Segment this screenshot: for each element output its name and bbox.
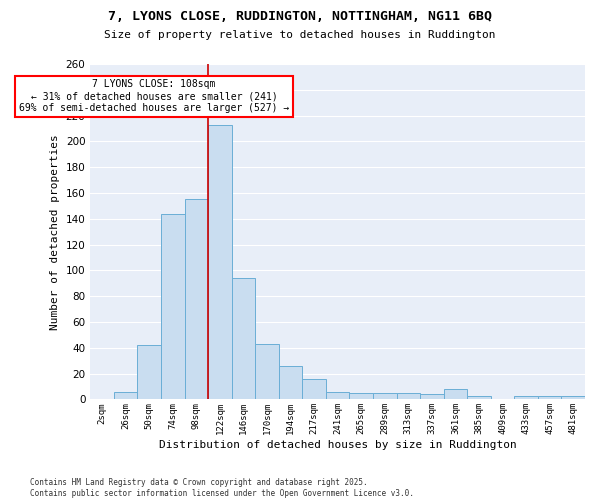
Y-axis label: Number of detached properties: Number of detached properties	[50, 134, 60, 330]
Bar	[185, 200, 208, 400]
Bar	[562, 396, 585, 400]
Bar	[255, 344, 279, 400]
Bar	[208, 124, 232, 400]
Text: 7 LYONS CLOSE: 108sqm
← 31% of detached houses are smaller (241)
69% of semi-det: 7 LYONS CLOSE: 108sqm ← 31% of detached …	[19, 80, 289, 112]
Bar	[538, 396, 562, 400]
Text: 7, LYONS CLOSE, RUDDINGTON, NOTTINGHAM, NG11 6BQ: 7, LYONS CLOSE, RUDDINGTON, NOTTINGHAM, …	[108, 10, 492, 23]
X-axis label: Distribution of detached houses by size in Ruddington: Distribution of detached houses by size …	[159, 440, 517, 450]
Bar	[443, 389, 467, 400]
Bar	[420, 394, 443, 400]
Bar	[397, 393, 420, 400]
Text: Size of property relative to detached houses in Ruddington: Size of property relative to detached ho…	[104, 30, 496, 40]
Bar	[467, 396, 491, 400]
Bar	[349, 393, 373, 400]
Bar	[514, 396, 538, 400]
Bar	[373, 393, 397, 400]
Bar	[232, 278, 255, 400]
Bar	[302, 379, 326, 400]
Bar	[137, 345, 161, 400]
Bar	[279, 366, 302, 400]
Bar	[161, 214, 185, 400]
Text: Contains HM Land Registry data © Crown copyright and database right 2025.
Contai: Contains HM Land Registry data © Crown c…	[30, 478, 414, 498]
Bar	[114, 392, 137, 400]
Bar	[326, 392, 349, 400]
